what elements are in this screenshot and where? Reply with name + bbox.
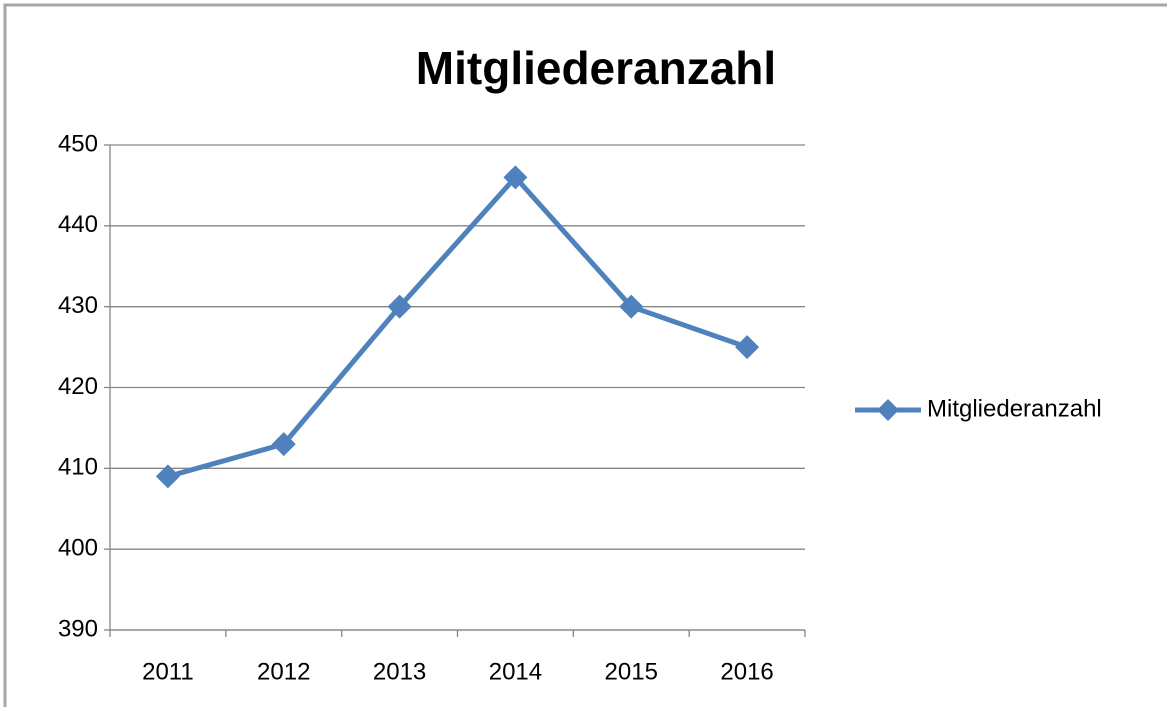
y-tick-label: 420 <box>58 373 98 400</box>
x-tick-label: 2014 <box>489 658 542 685</box>
y-tick-label: 400 <box>58 535 98 562</box>
x-tick-label: 2011 <box>142 658 194 685</box>
data-point <box>271 432 296 457</box>
data-point <box>735 335 760 360</box>
y-tick-label: 430 <box>58 292 98 319</box>
data-point <box>503 165 528 190</box>
y-tick-label: 390 <box>58 615 98 642</box>
chart-title: Mitgliederanzahl <box>416 42 776 94</box>
legend-label: Mitgliederanzahl <box>927 395 1102 422</box>
x-tick-label: 2015 <box>605 658 658 685</box>
series-line <box>167 174 748 479</box>
data-point <box>387 294 412 319</box>
data-point <box>619 294 644 319</box>
y-tick-label: 440 <box>58 211 98 238</box>
x-tick-label: 2012 <box>257 658 310 685</box>
y-tick-label: 410 <box>58 454 98 481</box>
chart-frame <box>3 3 1167 707</box>
data-point <box>155 464 180 489</box>
x-tick-label: 2016 <box>720 658 773 685</box>
y-tick-label: 450 <box>58 130 98 157</box>
x-tick-label: 2013 <box>373 658 426 685</box>
legend-marker <box>877 399 899 421</box>
